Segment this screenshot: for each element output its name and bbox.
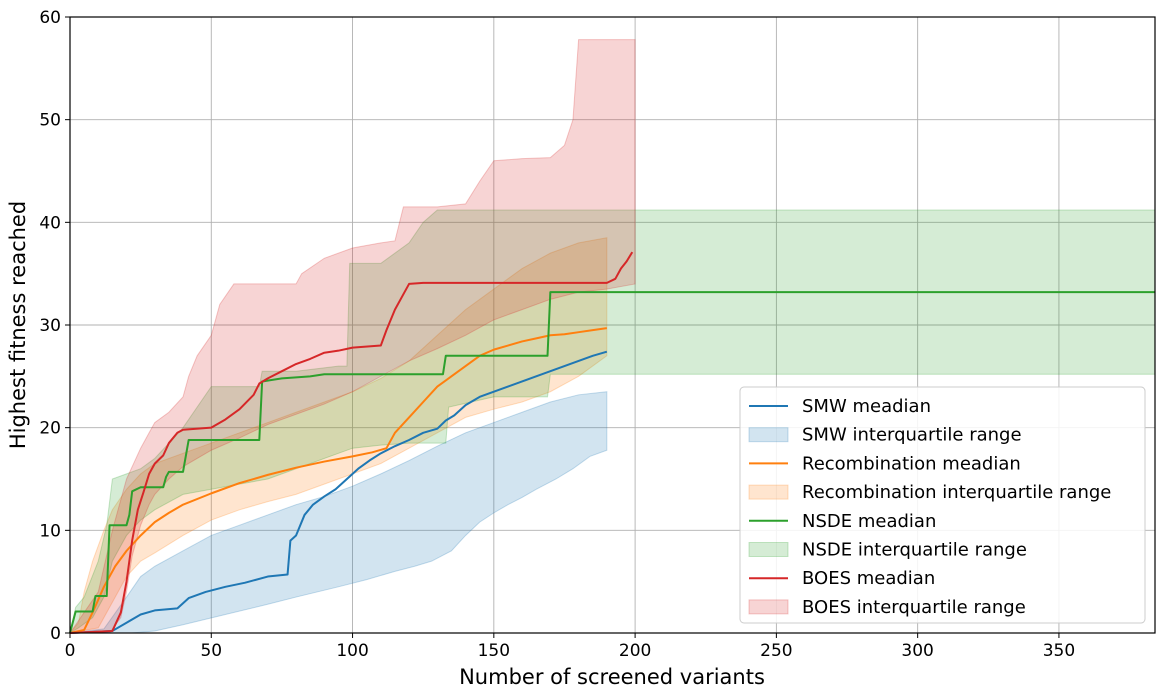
y-tick-label-6: 60 [39,8,61,28]
x-tick-label-5: 250 [760,641,792,661]
legend-label-median-2: NSDE meadian [802,511,936,532]
x-tick-label-1: 50 [200,641,222,661]
x-tick-label-6: 300 [901,641,933,661]
y-tick-label-3: 30 [39,316,61,336]
median-line-series-1 [69,327,607,634]
legend-label-median-0: SMW meadian [802,396,931,417]
legend-label-band-2: NSDE interquartile range [802,540,1027,561]
median-line-series-0 [69,350,608,634]
y-tick-label-1: 10 [39,521,61,541]
x-tick-label-7: 350 [1043,641,1075,661]
median-line-series-2 [69,291,1155,634]
interquartile-bands [68,39,1156,635]
legend-label-median-3: BOES meadian [802,568,935,589]
legend-band-swatch-2 [748,542,789,557]
y-tick-label-0: 0 [50,624,61,644]
y-tick-label-2: 20 [39,419,61,439]
legend-label-band-1: Recombination interquartile range [802,482,1111,503]
legend-box [739,386,1146,624]
x-tick-label-0: 0 [65,641,76,661]
band-series-0 [69,391,608,634]
legend-label-band-3: BOES interquartile range [802,597,1026,618]
legend-band-swatch-0 [748,427,789,443]
legend: SMW meadian SMW interquartile range Recomb… [739,386,1146,624]
y-axis-label: Highest fitness reached [6,201,30,449]
axis-ticks: 0 50 100 150 200 250 300 350 0 10 20 30 40 50 60 [39,8,1075,661]
y-tick-label-5: 50 [39,111,61,131]
legend-band-swatch-3 [748,599,789,615]
x-tick-label-4: 200 [619,641,651,661]
median-lines [69,251,1155,634]
band-series-1 [68,237,608,634]
band-series-3 [69,39,636,634]
x-tick-label-2: 100 [336,641,368,661]
legend-band-swatch-1 [748,484,789,500]
y-tick-label-4: 40 [39,213,61,233]
legend-label-band-0: SMW interquartile range [802,425,1022,446]
median-line-series-3 [69,251,634,634]
legend-label-median-1: Recombination meadian [802,453,1021,474]
x-axis-label: Number of screened variants [459,665,765,689]
x-tick-label-3: 150 [478,641,510,661]
